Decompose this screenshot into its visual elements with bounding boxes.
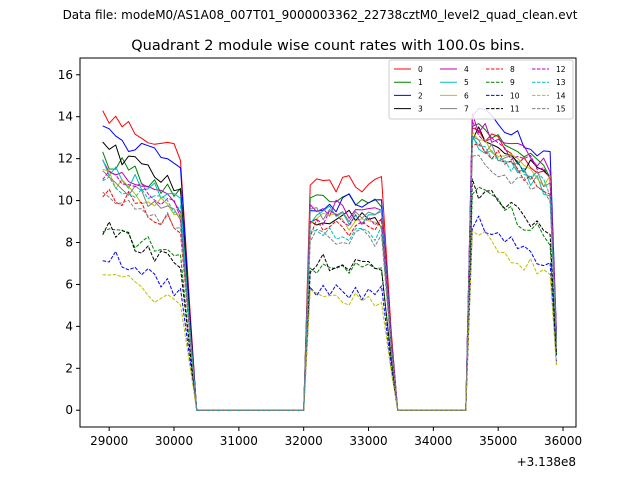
series-line-8 — [102, 143, 557, 411]
x-tick-label: 31000 — [220, 434, 258, 448]
x-tick-label: 32000 — [285, 434, 323, 448]
y-tick-label: 4 — [65, 319, 73, 333]
x-tick-label: 30000 — [155, 434, 193, 448]
legend-label-7: 7 — [464, 105, 469, 114]
chart-title: Quadrant 2 module wise count rates with … — [131, 38, 525, 54]
legend-label-12: 12 — [556, 65, 566, 74]
y-tick-label: 16 — [58, 68, 73, 82]
y-axis: 0 2 4 6 8 10 12 14 16 — [58, 68, 80, 417]
y-tick-label: 10 — [58, 194, 73, 208]
series-line-15 — [102, 154, 557, 411]
legend-label-2: 2 — [418, 91, 423, 100]
legend-label-8: 8 — [510, 65, 515, 74]
legend-label-15: 15 — [556, 105, 566, 114]
y-tick-label: 2 — [65, 361, 73, 375]
series-line-9 — [102, 186, 557, 411]
legend-label-9: 9 — [510, 78, 515, 87]
y-tick-label: 12 — [58, 152, 73, 166]
legend-label-0: 0 — [418, 65, 423, 74]
legend-box — [388, 59, 574, 120]
legend-label-6: 6 — [464, 91, 469, 100]
x-tick-label: 34000 — [414, 434, 452, 448]
x-tick-label: 35000 — [479, 434, 517, 448]
y-tick-label: 0 — [65, 403, 73, 417]
suptitle: Data file: modeM0/AS1A08_007T01_90000033… — [63, 8, 578, 22]
series-line-12 — [102, 120, 557, 411]
series-line-5 — [102, 134, 557, 411]
legend-label-10: 10 — [510, 91, 520, 100]
legend-label-13: 13 — [556, 78, 566, 87]
x-tick-label: 36000 — [544, 434, 582, 448]
legend-label-1: 1 — [418, 78, 423, 87]
legend-label-4: 4 — [464, 65, 469, 74]
series-line-1 — [102, 123, 557, 411]
y-tick-label: 8 — [65, 236, 73, 250]
series-line-14 — [102, 230, 557, 411]
x-tick-label: 29000 — [90, 434, 128, 448]
x-axis: 29000 30000 31000 32000 33000 34000 35000 36000 — [90, 427, 582, 448]
legend-label-14: 14 — [556, 91, 566, 100]
legend-label-5: 5 — [464, 78, 469, 87]
y-tick-label: 14 — [58, 110, 73, 124]
plot-lines — [102, 108, 557, 411]
series-line-3 — [102, 126, 557, 411]
y-tick-label: 6 — [65, 277, 73, 291]
legend-label-11: 11 — [510, 105, 520, 114]
x-tick-label: 33000 — [349, 434, 387, 448]
x-offset-label: +3.138e8 — [517, 455, 576, 469]
series-line-13 — [102, 135, 557, 411]
legend-label-3: 3 — [418, 105, 423, 114]
series-line-11 — [102, 178, 557, 411]
